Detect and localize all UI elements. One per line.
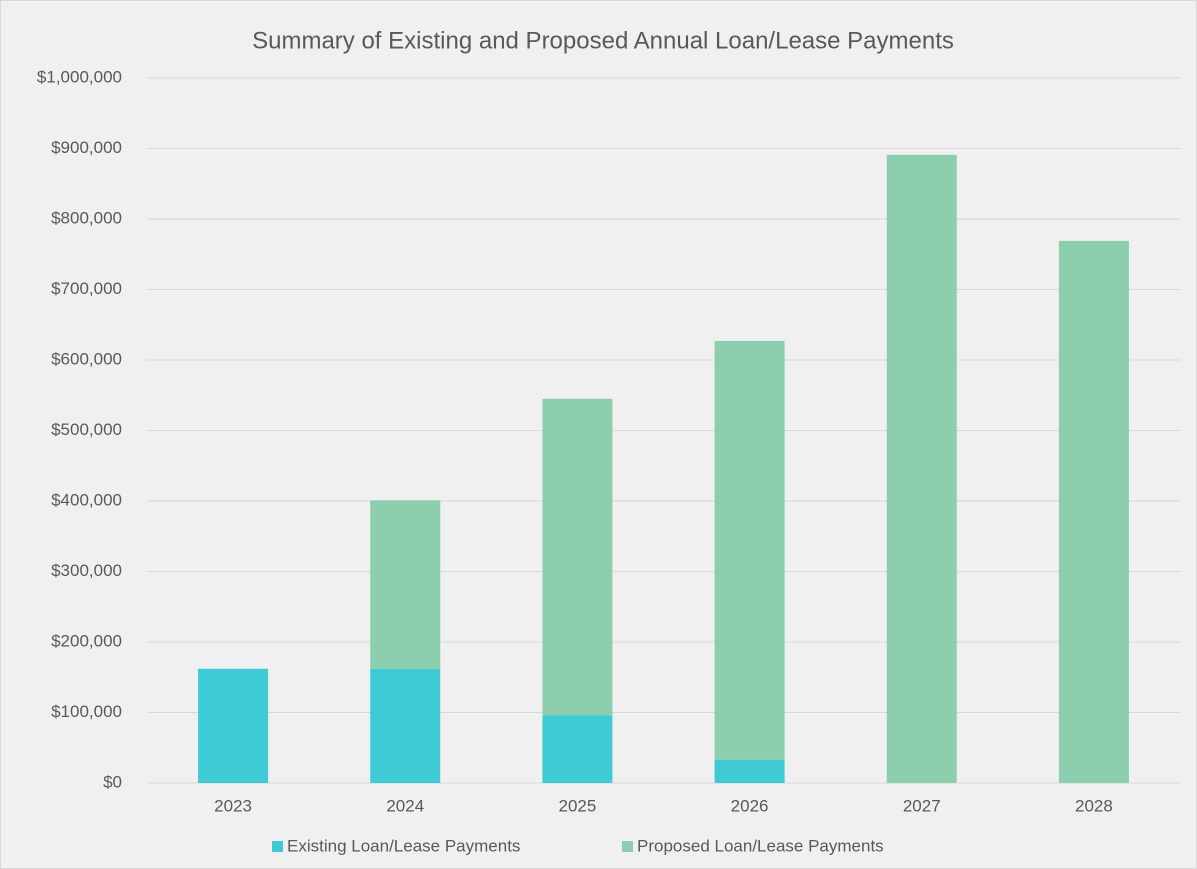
y-tick-label: $900,000 — [51, 138, 122, 157]
y-tick-label: $500,000 — [51, 420, 122, 439]
bar-segment — [714, 340, 785, 760]
x-tick-label: 2026 — [731, 796, 769, 815]
bar-segment — [886, 154, 957, 784]
y-tick-label: $400,000 — [51, 490, 122, 509]
bar-segment — [1058, 240, 1129, 784]
legend-swatch — [622, 841, 633, 852]
y-tick-label: $800,000 — [51, 208, 122, 227]
x-tick-label: 2024 — [386, 796, 424, 815]
y-tick-label: $0 — [103, 772, 122, 791]
bar-segment — [370, 668, 441, 783]
x-tick-label: 2025 — [559, 796, 597, 815]
x-tick-label: 2027 — [903, 796, 941, 815]
bar-segment — [370, 500, 441, 669]
legend-label: Existing Loan/Lease Payments — [287, 836, 520, 855]
bar-segment — [714, 759, 785, 783]
y-tick-label: $300,000 — [51, 561, 122, 580]
legend-label: Proposed Loan/Lease Payments — [637, 836, 884, 855]
legend-swatch — [272, 841, 283, 852]
y-tick-label: $600,000 — [51, 349, 122, 368]
x-tick-label: 2028 — [1075, 796, 1113, 815]
bar-segment — [542, 398, 613, 716]
y-tick-label: $1,000,000 — [37, 67, 122, 86]
y-tick-label: $700,000 — [51, 279, 122, 298]
x-tick-label: 2023 — [214, 796, 252, 815]
chart-title: Summary of Existing and Proposed Annual … — [252, 27, 954, 54]
bar-segment — [542, 715, 613, 783]
y-tick-label: $200,000 — [51, 631, 122, 650]
y-tick-label: $100,000 — [51, 702, 122, 721]
bar-segment — [198, 668, 269, 783]
